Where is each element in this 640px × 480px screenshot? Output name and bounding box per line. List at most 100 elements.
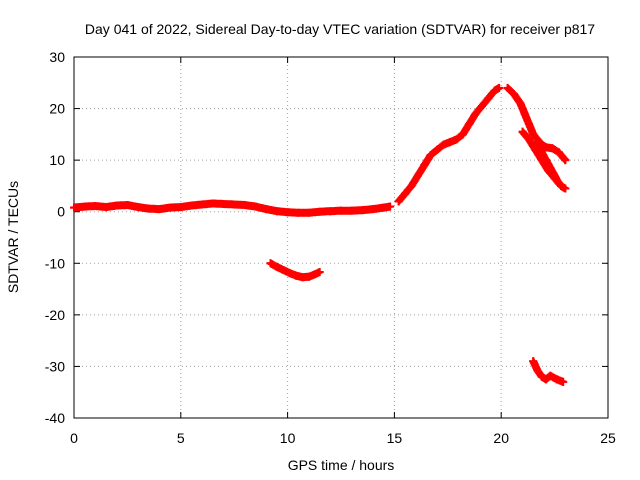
data-point (439, 140, 448, 149)
series-path (70, 199, 395, 217)
x-tick-label: 25 (600, 430, 616, 446)
data-point (426, 150, 435, 159)
data-point (546, 163, 555, 172)
data-point (529, 357, 538, 366)
data-point (112, 201, 121, 210)
grid-layer (74, 57, 608, 418)
data-point (219, 199, 228, 208)
data-point (445, 138, 454, 147)
data-point (559, 377, 568, 386)
data-point (520, 109, 529, 118)
data-point (510, 90, 519, 99)
data-point (102, 203, 111, 212)
data-point (550, 171, 559, 180)
data-point (420, 161, 429, 170)
data-point (379, 203, 388, 212)
data-point (166, 203, 175, 212)
data-point (240, 201, 249, 210)
data-point (134, 203, 143, 212)
data-point (266, 259, 275, 268)
data-point (503, 83, 512, 92)
data-point (294, 208, 303, 217)
x-tick-label: 0 (70, 430, 78, 446)
y-tick-label: 20 (49, 101, 65, 117)
data-point (542, 156, 551, 165)
data-point (251, 202, 260, 211)
data-point (80, 202, 89, 211)
data-point (413, 171, 422, 180)
data-point (198, 200, 207, 209)
data-point (311, 270, 320, 279)
chart-title: Day 041 of 2022, Sidereal Day-to-day VTE… (85, 21, 595, 37)
data-point (187, 201, 196, 210)
data-point (537, 148, 546, 157)
data-point (272, 262, 281, 271)
data-point (524, 120, 533, 129)
series-fall-track-upper (503, 83, 570, 165)
data-point (452, 135, 461, 144)
data-point (546, 371, 555, 380)
series-deep-negative (529, 357, 568, 386)
data-point (315, 207, 324, 216)
y-tick-label: 0 (57, 204, 65, 220)
y-tick-label: -10 (45, 255, 65, 271)
data-point (554, 148, 563, 157)
data-point (279, 265, 288, 274)
data-point (516, 99, 525, 108)
data-point (230, 200, 239, 209)
data-point (484, 94, 493, 103)
data-point (358, 206, 367, 215)
data-point (518, 127, 527, 136)
y-tick-label: 30 (49, 49, 65, 65)
data-point (524, 135, 533, 144)
data-point (208, 199, 217, 208)
y-tick-label: 10 (49, 152, 65, 168)
data-point (561, 184, 570, 193)
tick-layer: 0 5 10 15 20 25 -40 -30 -20 -10 0 10 20 30 (45, 49, 616, 446)
data-point (337, 206, 345, 215)
data-layer (70, 83, 570, 386)
x-tick-label: 5 (177, 430, 185, 446)
data-point (272, 207, 281, 216)
series-fall-track-middle (531, 138, 563, 188)
data-point (394, 197, 403, 206)
data-point (465, 120, 474, 129)
data-point (495, 83, 504, 92)
data-point (458, 130, 467, 139)
data-point (407, 181, 416, 190)
x-tick-label: 10 (280, 430, 296, 446)
data-point (561, 156, 570, 165)
data-point (347, 206, 356, 215)
x-axis-label: GPS time / hours (288, 457, 395, 473)
y-tick-label: -30 (45, 358, 65, 374)
y-axis-label: SDTVAR / TECUs (5, 181, 21, 293)
data-point (70, 203, 78, 212)
data-point (471, 109, 480, 118)
data-point (401, 189, 410, 198)
data-point (386, 202, 395, 211)
series-main-track (70, 199, 395, 217)
data-point (369, 205, 378, 214)
y-tick-label: -40 (45, 410, 65, 426)
x-tick-label: 20 (493, 430, 509, 446)
data-point (123, 201, 132, 210)
plot-frame (73, 56, 609, 419)
data-point (477, 101, 486, 110)
data-point (552, 375, 561, 384)
data-point (262, 205, 271, 214)
data-point (304, 208, 313, 217)
data-point (91, 202, 100, 211)
data-point (529, 130, 538, 139)
y-tick-label: -20 (45, 307, 65, 323)
data-point (531, 138, 540, 147)
data-point (326, 207, 335, 216)
data-point (542, 143, 551, 152)
series-rise-track (394, 83, 504, 206)
data-point (283, 208, 292, 217)
series-negative-arc (266, 259, 324, 282)
data-point (304, 272, 313, 281)
data-point (490, 86, 499, 95)
data-point (176, 203, 185, 212)
data-point (433, 145, 442, 154)
